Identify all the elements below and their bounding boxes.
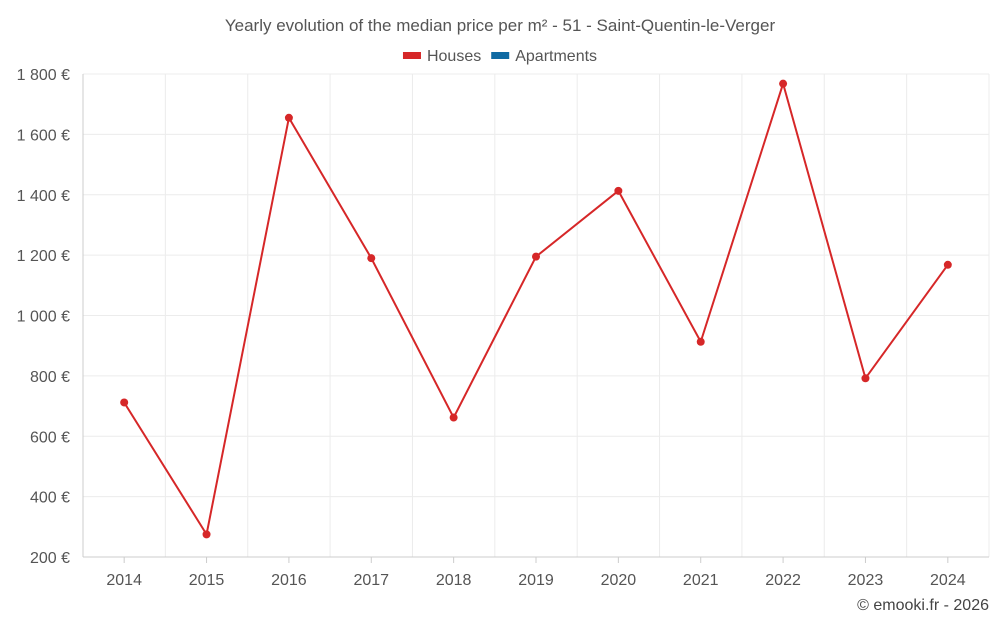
data-point <box>779 79 788 88</box>
grid-lines <box>83 73 990 557</box>
x-tick-label: 2019 <box>518 572 554 589</box>
y-tick-label: 1 800 € <box>17 67 70 84</box>
data-point <box>943 260 952 269</box>
x-axis-ticks: 2014 2015 2016 2017 2018 2019 2020 2021 2022 2023… <box>106 557 966 589</box>
x-tick-label: 2017 <box>353 572 389 589</box>
y-tick-label: 800 € <box>30 369 70 386</box>
legend: Houses Apartments <box>402 48 597 65</box>
copyright-text: © emooki.fr - 2026 <box>857 597 989 614</box>
x-tick-label: 2024 <box>930 572 966 589</box>
data-point <box>861 374 870 383</box>
data-point <box>614 186 623 195</box>
y-tick-label: 400 € <box>30 490 70 507</box>
x-tick-label: 2016 <box>271 572 307 589</box>
x-tick-label: 2021 <box>683 572 719 589</box>
y-tick-label: 600 € <box>30 429 70 446</box>
data-point <box>532 252 540 261</box>
y-tick-label: 1 000 € <box>17 309 70 326</box>
y-tick-label: 1 400 € <box>17 188 70 205</box>
y-tick-label: 1 200 € <box>17 248 70 265</box>
data-point <box>202 530 211 539</box>
x-tick-label: 2015 <box>189 572 225 589</box>
y-axis-ticks: 200 € 400 € 600 € 800 € 1 000 € 1 200 € 1 400 … <box>17 67 70 567</box>
x-tick-label: 2022 <box>765 572 801 589</box>
chart-title: Yearly evolution of the median price per… <box>225 16 776 35</box>
y-tick-label: 1 600 € <box>17 127 70 144</box>
data-point <box>696 337 705 346</box>
y-tick-label: 200 € <box>30 550 70 567</box>
x-tick-label: 2020 <box>601 572 637 589</box>
legend-label: Houses <box>427 48 481 65</box>
data-point <box>120 398 129 407</box>
data-point <box>449 413 458 422</box>
series-layer <box>120 79 952 539</box>
x-tick-label: 2023 <box>848 572 884 589</box>
x-tick-label: 2018 <box>436 572 472 589</box>
legend-swatch <box>402 52 421 59</box>
legend-label: Apartments <box>515 48 597 65</box>
x-tick-label: 2014 <box>106 572 142 589</box>
data-point <box>367 254 376 263</box>
data-point <box>284 113 293 122</box>
legend-swatch <box>491 52 510 59</box>
